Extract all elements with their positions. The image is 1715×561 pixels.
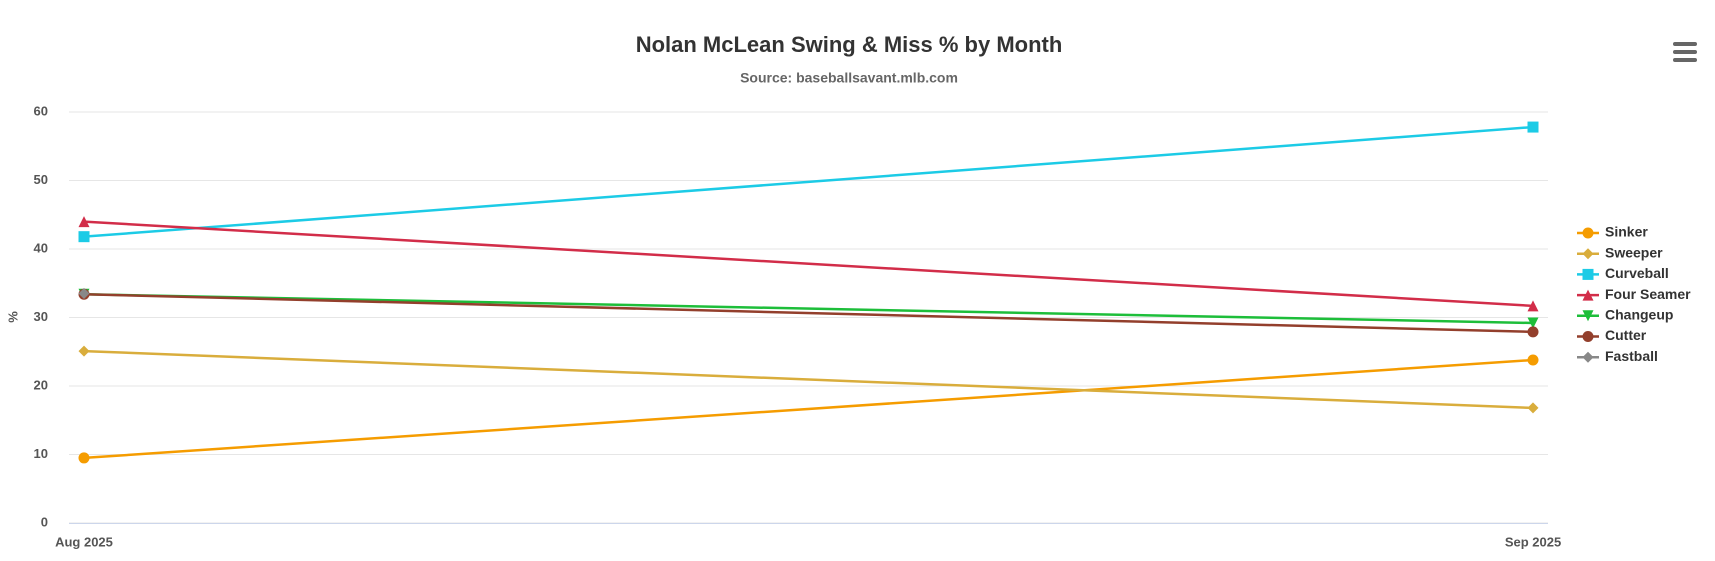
series-line <box>83 220 1534 308</box>
legend-item[interactable]: Changeup <box>1577 307 1673 323</box>
legend-label: Four Seamer <box>1605 286 1691 302</box>
y-tick-label: 10 <box>34 446 48 461</box>
series-line <box>83 125 1534 238</box>
series-line <box>83 292 1534 334</box>
legend-item[interactable]: Cutter <box>1577 327 1647 343</box>
legend-label: Curveball <box>1605 265 1669 281</box>
series-line <box>83 349 1534 410</box>
series <box>78 345 1539 414</box>
legend-item[interactable]: Fastball <box>1577 348 1658 364</box>
marker <box>1582 227 1594 239</box>
y-tick-label: 0 <box>41 514 48 529</box>
menu-bar <box>1673 42 1697 46</box>
marker <box>1582 289 1594 301</box>
marker <box>1582 248 1594 260</box>
legend-label: Fastball <box>1605 348 1658 364</box>
menu-bar <box>1673 58 1697 62</box>
y-tick-label: 20 <box>34 377 48 392</box>
legend-item[interactable]: Sweeper <box>1577 244 1663 260</box>
x-tick-label: Sep 2025 <box>1505 534 1561 549</box>
series <box>78 354 1539 464</box>
legend-item[interactable]: Sinker <box>1577 224 1648 240</box>
legend-label: Cutter <box>1605 327 1647 343</box>
legend-label: Sweeper <box>1605 244 1663 260</box>
marker <box>1582 331 1594 342</box>
marker <box>78 216 90 228</box>
marker <box>1527 326 1539 338</box>
marker <box>1527 121 1539 133</box>
marker <box>78 288 90 300</box>
x-tick-label: Aug 2025 <box>55 534 113 549</box>
y-tick-label: 50 <box>34 172 48 187</box>
y-tick-label: 40 <box>34 240 48 255</box>
marker <box>1527 317 1539 329</box>
legend-label: Changeup <box>1605 307 1673 323</box>
marker <box>78 231 90 243</box>
marker <box>1527 402 1539 414</box>
menu-button[interactable] <box>1673 42 1697 62</box>
series-line <box>83 358 1534 460</box>
chart-title: Nolan McLean Swing & Miss % by Month <box>636 32 1063 57</box>
marker <box>1582 268 1594 280</box>
series <box>78 288 90 300</box>
chart-subtitle: Source: baseballsavant.mlb.com <box>740 70 958 86</box>
menu-bar <box>1673 50 1697 54</box>
series-line <box>83 292 1534 325</box>
legend-label: Sinker <box>1605 224 1648 240</box>
legend-item[interactable]: Curveball <box>1577 265 1669 281</box>
y-tick-label: 60 <box>34 103 48 118</box>
marker <box>1582 310 1594 322</box>
series <box>78 216 1539 312</box>
marker <box>1527 300 1539 312</box>
marker <box>1527 354 1539 366</box>
y-axis-label: % <box>5 311 20 323</box>
marker <box>78 345 90 357</box>
marker <box>1582 351 1594 363</box>
series <box>78 288 1539 338</box>
legend-item[interactable]: Four Seamer <box>1577 286 1691 302</box>
series <box>78 121 1539 243</box>
marker <box>78 452 90 464</box>
y-tick-label: 30 <box>34 309 48 324</box>
